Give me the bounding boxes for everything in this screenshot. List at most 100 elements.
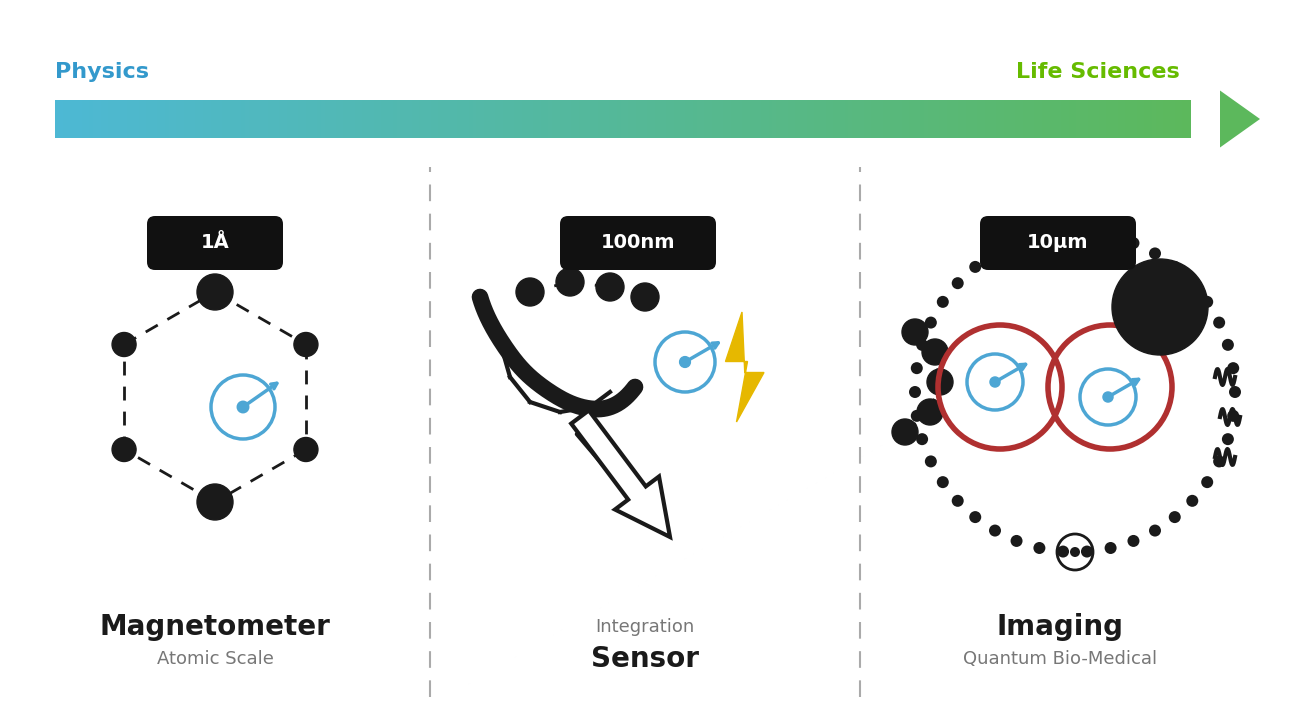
Bar [480,100,484,138]
Bar [180,100,185,138]
Text: Sensor: Sensor [591,645,699,673]
Bar [219,100,223,138]
Bar [985,100,990,138]
Circle shape [908,386,921,398]
Bar [670,100,674,138]
Bar [325,100,329,138]
Bar [1183,100,1187,138]
Bar [947,100,951,138]
Bar [115,100,120,138]
Bar [928,100,933,138]
Bar [454,100,458,138]
Circle shape [1105,230,1117,242]
Circle shape [951,495,964,507]
Bar [1179,100,1183,138]
Bar [575,100,580,138]
Bar [1024,100,1027,138]
Bar [996,100,1000,138]
Bar [590,100,594,138]
Bar [113,100,116,138]
Bar [192,100,195,138]
Bar [708,100,712,138]
Bar [967,100,970,138]
Bar [245,100,250,138]
Bar [496,100,499,138]
Bar [207,100,211,138]
Bar [514,100,519,138]
Bar [443,100,446,138]
Bar [631,100,637,138]
Bar [765,100,769,138]
Bar [355,100,360,138]
Circle shape [927,369,952,395]
Bar [283,100,287,138]
Circle shape [294,332,318,356]
Bar [875,100,879,138]
Circle shape [1214,316,1225,329]
Bar [1137,100,1141,138]
Text: 100nm: 100nm [600,233,675,252]
Bar [431,100,435,138]
Bar [871,100,876,138]
Bar [317,100,321,138]
Bar [920,100,925,138]
Circle shape [1229,386,1241,398]
Circle shape [989,525,1002,537]
Bar [651,100,655,138]
Bar [1091,100,1096,138]
Bar [74,100,78,138]
Bar [655,100,659,138]
Bar [916,100,921,138]
FancyBboxPatch shape [148,216,283,270]
Bar [264,100,268,138]
Circle shape [1187,495,1198,507]
Circle shape [1034,230,1046,242]
Bar [936,100,939,138]
Bar [272,100,276,138]
Bar [233,100,238,138]
Bar [727,100,731,138]
Circle shape [1105,542,1117,554]
Bar [313,100,317,138]
Bar [252,100,256,138]
Bar [172,100,177,138]
Circle shape [1057,226,1069,238]
Bar [571,100,576,138]
Bar [780,100,784,138]
Bar [525,100,531,138]
Circle shape [631,283,659,311]
Bar [427,100,431,138]
Bar [507,100,511,138]
Circle shape [925,455,937,467]
Bar [582,100,587,138]
Bar [776,100,780,138]
Bar [404,100,409,138]
Bar [439,100,443,138]
Text: Imaging: Imaging [996,613,1123,641]
Circle shape [951,277,964,289]
Bar [294,100,299,138]
Circle shape [969,261,981,273]
Bar [109,100,113,138]
Circle shape [516,278,543,306]
Bar [1148,100,1153,138]
Bar [58,100,63,138]
Circle shape [1057,545,1069,558]
Bar [215,100,219,138]
Bar [1053,100,1057,138]
Bar [963,100,967,138]
Bar [131,100,135,138]
Bar [351,100,356,138]
Bar [461,100,466,138]
Bar [735,100,739,138]
Bar [829,100,833,138]
Circle shape [1168,261,1180,273]
Circle shape [1149,525,1161,537]
Bar [101,100,105,138]
Bar [223,100,226,138]
Bar [886,100,890,138]
Circle shape [294,438,318,462]
Bar [704,100,708,138]
Bar [1130,100,1134,138]
Bar [419,100,423,138]
